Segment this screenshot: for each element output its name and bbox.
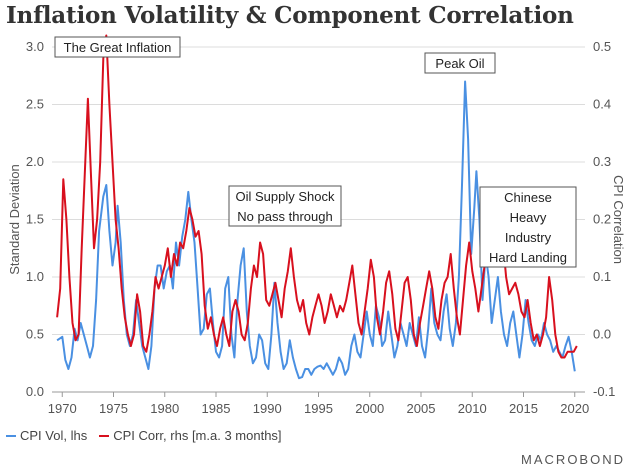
y-right-axis-title: CPI Correlation: [611, 175, 626, 264]
y-right-tick-label: -0.1: [593, 384, 615, 399]
annotation-chinese-hard-landing-box: [479, 186, 577, 268]
x-tick-label: 1975: [99, 401, 128, 416]
x-tick-label: 2000: [355, 401, 384, 416]
annotation-peak-oil-box: [424, 52, 496, 74]
y-left-tick-label: 1.0: [26, 269, 44, 284]
x-tick-label: 2020: [560, 401, 589, 416]
chart-title: Inflation Volatility & Component Correla…: [6, 2, 574, 29]
y-right-tick-label: 0.1: [593, 269, 611, 284]
annotation-peak-oil-text: Peak Oil: [435, 56, 484, 71]
y-left-tick-label: 3.0: [26, 39, 44, 54]
x-tick-label: 2015: [509, 401, 538, 416]
y-left-tick-label: 1.5: [26, 212, 44, 227]
legend-swatch: [6, 434, 16, 437]
x-tick-label: 1995: [304, 401, 333, 416]
x-tick-label: 1990: [253, 401, 282, 416]
y-left-axis-title: Standard Deviation: [7, 164, 22, 275]
x-tick-label: 1985: [202, 401, 231, 416]
y-left-tick-label: 2.0: [26, 154, 44, 169]
annotation-oil-supply-shock-text: No pass through: [237, 209, 332, 224]
series-line-cpi-vol: [56, 80, 576, 380]
legend-swatch: [99, 434, 110, 437]
legend-label: CPI Vol, lhs: [20, 428, 88, 443]
annotation-great-inflation-box: [54, 36, 181, 58]
annotation-great-inflation-text: The Great Inflation: [64, 40, 172, 55]
annotation-chinese-hard-landing-text: Hard Landing: [489, 250, 567, 265]
annotation-chinese-hard-landing-text: Chinese: [504, 190, 552, 205]
x-tick-label: 1980: [150, 401, 179, 416]
annotation-oil-supply-shock-text: Oil Supply Shock: [236, 189, 335, 204]
y-right-tick-label: 0.4: [593, 97, 611, 112]
y-right-tick-label: 0.5: [593, 39, 611, 54]
y-left-tick-label: 2.5: [26, 97, 44, 112]
x-tick-label: 2005: [407, 401, 436, 416]
x-tick-label: 1970: [48, 401, 77, 416]
annotation-oil-supply-shock-box: [228, 185, 342, 227]
x-tick-label: 2010: [458, 401, 487, 416]
legend-label: CPI Corr, rhs [m.a. 3 months]: [113, 428, 282, 443]
brand-logo: MACROBOND: [521, 452, 625, 467]
legend: CPI Vol, lhs CPI Corr, rhs [m.a. 3 months…: [6, 428, 282, 443]
y-right-tick-label: 0.2: [593, 212, 611, 227]
legend-item: CPI Vol, lhs: [6, 428, 87, 443]
y-left-tick-label: 0.0: [26, 384, 44, 399]
y-right-tick-label: 0.3: [593, 154, 611, 169]
y-left-tick-label: 0.5: [26, 327, 44, 342]
annotation-chinese-hard-landing-text: Industry: [505, 230, 552, 245]
legend-item: CPI Corr, rhs [m.a. 3 months]: [99, 428, 282, 443]
y-right-tick-label: 0.0: [593, 327, 611, 342]
annotation-chinese-hard-landing-text: Heavy: [510, 210, 547, 225]
